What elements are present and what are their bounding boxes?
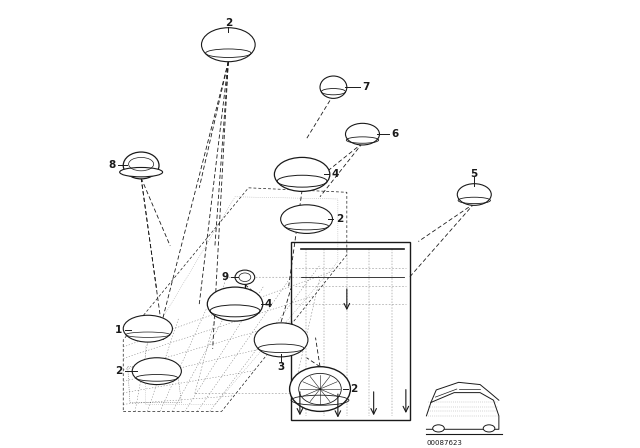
Ellipse shape xyxy=(483,425,495,432)
Ellipse shape xyxy=(289,366,351,411)
Text: 1: 1 xyxy=(115,324,122,335)
Text: 4: 4 xyxy=(264,299,271,309)
Ellipse shape xyxy=(124,315,172,342)
Ellipse shape xyxy=(235,270,255,284)
Text: 8: 8 xyxy=(108,160,115,170)
Text: 9: 9 xyxy=(221,272,228,282)
Ellipse shape xyxy=(320,76,347,99)
Text: 00087623: 00087623 xyxy=(426,440,462,447)
Text: 7: 7 xyxy=(362,82,370,92)
Text: 4: 4 xyxy=(331,169,339,179)
Text: 6: 6 xyxy=(392,129,399,139)
Ellipse shape xyxy=(202,28,255,62)
Ellipse shape xyxy=(254,323,308,357)
Ellipse shape xyxy=(132,358,181,384)
Ellipse shape xyxy=(433,425,444,432)
Ellipse shape xyxy=(281,205,333,233)
Text: 2: 2 xyxy=(335,214,343,224)
Text: 2: 2 xyxy=(351,384,358,394)
Ellipse shape xyxy=(346,123,380,145)
Ellipse shape xyxy=(124,152,159,179)
Text: 5: 5 xyxy=(470,168,478,178)
Text: 3: 3 xyxy=(278,362,285,372)
Ellipse shape xyxy=(207,287,263,321)
Ellipse shape xyxy=(275,157,330,191)
Text: 2: 2 xyxy=(225,18,232,28)
Text: 2: 2 xyxy=(115,366,122,376)
Ellipse shape xyxy=(120,168,163,177)
Ellipse shape xyxy=(458,184,492,205)
